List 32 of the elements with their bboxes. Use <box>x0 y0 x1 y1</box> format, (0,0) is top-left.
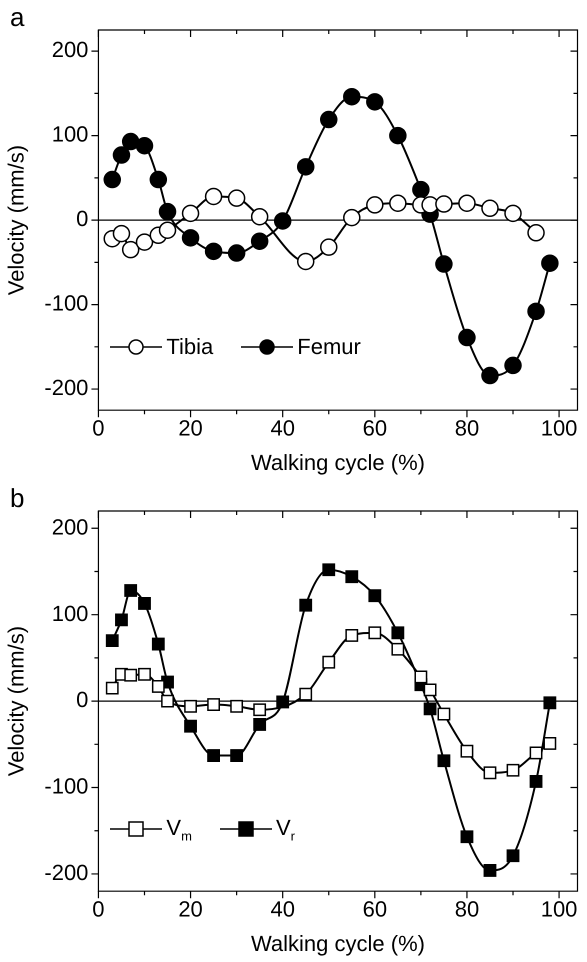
y-tick-label: 200 <box>52 514 88 540</box>
x-tick-label: 100 <box>540 415 578 440</box>
x-tick-label: 80 <box>454 896 480 922</box>
x-tick-label: 20 <box>178 896 203 922</box>
y-axis-title: Velocity (mm/s) <box>3 144 28 296</box>
legend-label: V$_{r}$ <box>276 815 295 844</box>
y-tick-label: 0 <box>76 206 88 232</box>
legend-label: V$_{m}$ <box>166 815 192 844</box>
x-tick-label: 20 <box>178 415 203 440</box>
y-tick-label: 200 <box>52 37 88 62</box>
x-tick-label: 0 <box>92 896 105 922</box>
y-tick-label: -200 <box>44 860 88 885</box>
x-tick-label: 0 <box>92 415 105 440</box>
y-tick-label: 100 <box>52 600 88 626</box>
y-tick-label: -200 <box>44 375 88 400</box>
x-tick-label: 40 <box>270 896 295 922</box>
y-tick-label: -100 <box>44 290 88 316</box>
chart-title: b <box>10 483 24 514</box>
x-tick-label: 80 <box>454 415 480 440</box>
x-tick-label: 60 <box>362 415 388 440</box>
x-tick-label: 60 <box>362 896 388 922</box>
y-tick-label: 100 <box>52 122 88 147</box>
y-tick-label: -100 <box>44 774 88 799</box>
legend-label: Tibia <box>166 334 214 360</box>
legend-label: Femur <box>297 334 361 360</box>
x-tick-label: 40 <box>270 415 295 440</box>
chart-title: a <box>10 2 24 33</box>
x-axis-title: Walking cycle (%) <box>250 930 425 956</box>
y-tick-label: 0 <box>76 687 88 712</box>
x-axis-title: Walking cycle (%) <box>250 450 425 475</box>
x-tick-label: 100 <box>540 896 578 922</box>
y-axis-title: Velocity (mm/s) <box>3 626 28 776</box>
